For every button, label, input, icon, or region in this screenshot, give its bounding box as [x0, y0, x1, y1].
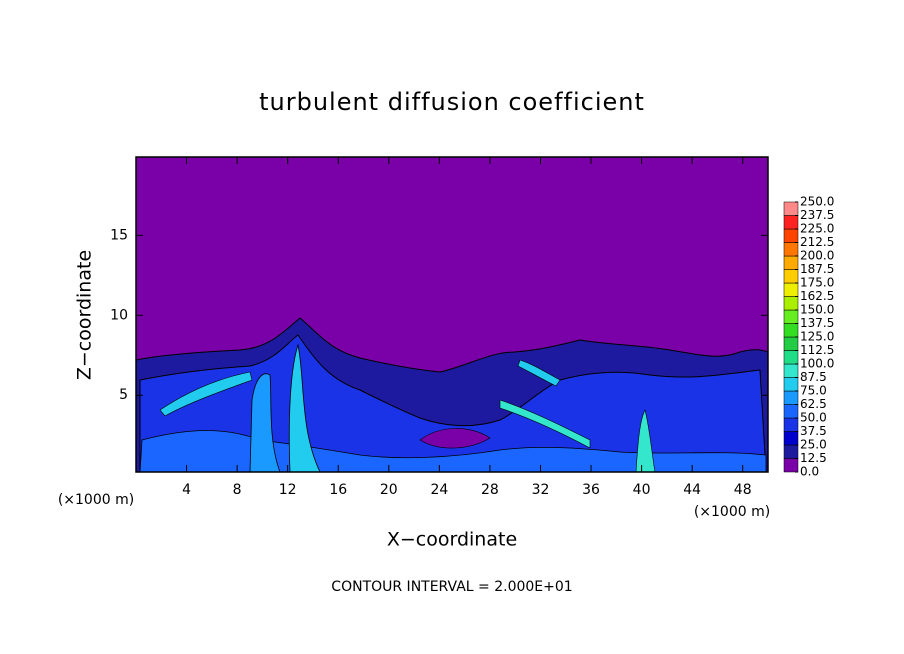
colorbar-tick-label: 12.5 — [800, 451, 827, 465]
field — [135, 157, 769, 473]
y-tick-label: 15 — [110, 227, 128, 243]
colorbar-swatch — [783, 458, 799, 473]
colorbar-swatch — [783, 390, 799, 405]
colorbar-swatch — [783, 309, 799, 324]
colorbar-swatch — [783, 444, 799, 459]
colorbar-tick-label: 112.5 — [800, 343, 834, 357]
chart-title: turbulent diffusion coefficient — [259, 88, 645, 116]
colorbar-swatch — [783, 363, 799, 378]
colorbar-tick-label: 62.5 — [800, 397, 827, 411]
colorbar-swatch — [783, 269, 799, 284]
colorbar-swatch — [783, 228, 799, 243]
x-tick-label: 24 — [430, 482, 448, 498]
colorbar-swatch — [783, 215, 799, 230]
x-tick-label: 40 — [633, 482, 651, 498]
colorbar-tick-label: 187.5 — [800, 262, 834, 276]
y-tick-label: 10 — [110, 307, 128, 323]
colorbar-swatch — [783, 296, 799, 311]
colorbar-swatch — [783, 350, 799, 365]
colorbar-tick-label: 212.5 — [800, 235, 834, 249]
x-tick-label: 48 — [734, 482, 752, 498]
colorbar-tick-label: 225.0 — [800, 222, 834, 236]
colorbar-swatch — [783, 242, 799, 257]
x-tick-label: 32 — [532, 482, 550, 498]
colorbar-tick-label: 137.5 — [800, 316, 834, 330]
x-tick-label: 12 — [279, 482, 297, 498]
colorbar-tick-label: 25.0 — [800, 438, 827, 452]
colorbar-swatch — [783, 336, 799, 351]
colorbar-tick-label: 175.0 — [800, 276, 834, 290]
colorbar-tick-label: 200.0 — [800, 249, 834, 263]
unit-label: (×1000 m) — [58, 492, 134, 508]
colorbar-swatch — [783, 323, 799, 338]
colorbar-swatch — [783, 404, 799, 419]
x-tick-label: 20 — [380, 482, 398, 498]
colorbar-swatch — [783, 431, 799, 446]
x-tick-label: 8 — [233, 482, 242, 498]
colorbar-tick-label: 125.0 — [800, 330, 834, 344]
colorbar-swatch — [783, 417, 799, 432]
colorbar-tick-label: 250.0 — [800, 195, 834, 209]
colorbar-swatch — [783, 201, 799, 216]
x-tick-label: 36 — [582, 482, 600, 498]
unit-label: (×1000 m) — [694, 504, 770, 520]
colorbar-tick-label: 237.5 — [800, 208, 834, 222]
x-tick-label: 4 — [182, 482, 191, 498]
colorbar-tick-label: 87.5 — [800, 370, 827, 384]
colorbar-swatch — [783, 282, 799, 297]
colorbar-tick-label: 162.5 — [800, 289, 834, 303]
colorbar-tick-label: 75.0 — [800, 384, 827, 398]
y-axis-label: Z−coordinate — [74, 250, 96, 380]
contour-note: CONTOUR INTERVAL = 2.000E+01 — [331, 579, 572, 595]
colorbar-tick-label: 50.0 — [800, 411, 827, 425]
colorbar-tick-label: 0.0 — [800, 465, 819, 479]
plot-frame — [135, 156, 769, 473]
x-tick-label: 44 — [683, 482, 701, 498]
x-axis-label: X−coordinate — [387, 529, 517, 551]
colorbar-tick-label: 100.0 — [800, 357, 834, 371]
colorbar-swatch — [783, 255, 799, 270]
colorbar-tick-label: 37.5 — [800, 424, 827, 438]
colorbar-swatch — [783, 377, 799, 392]
y-tick-label: 5 — [119, 387, 128, 403]
x-tick-label: 28 — [481, 482, 499, 498]
x-tick-label: 16 — [329, 482, 347, 498]
colorbar-tick-label: 150.0 — [800, 303, 834, 317]
